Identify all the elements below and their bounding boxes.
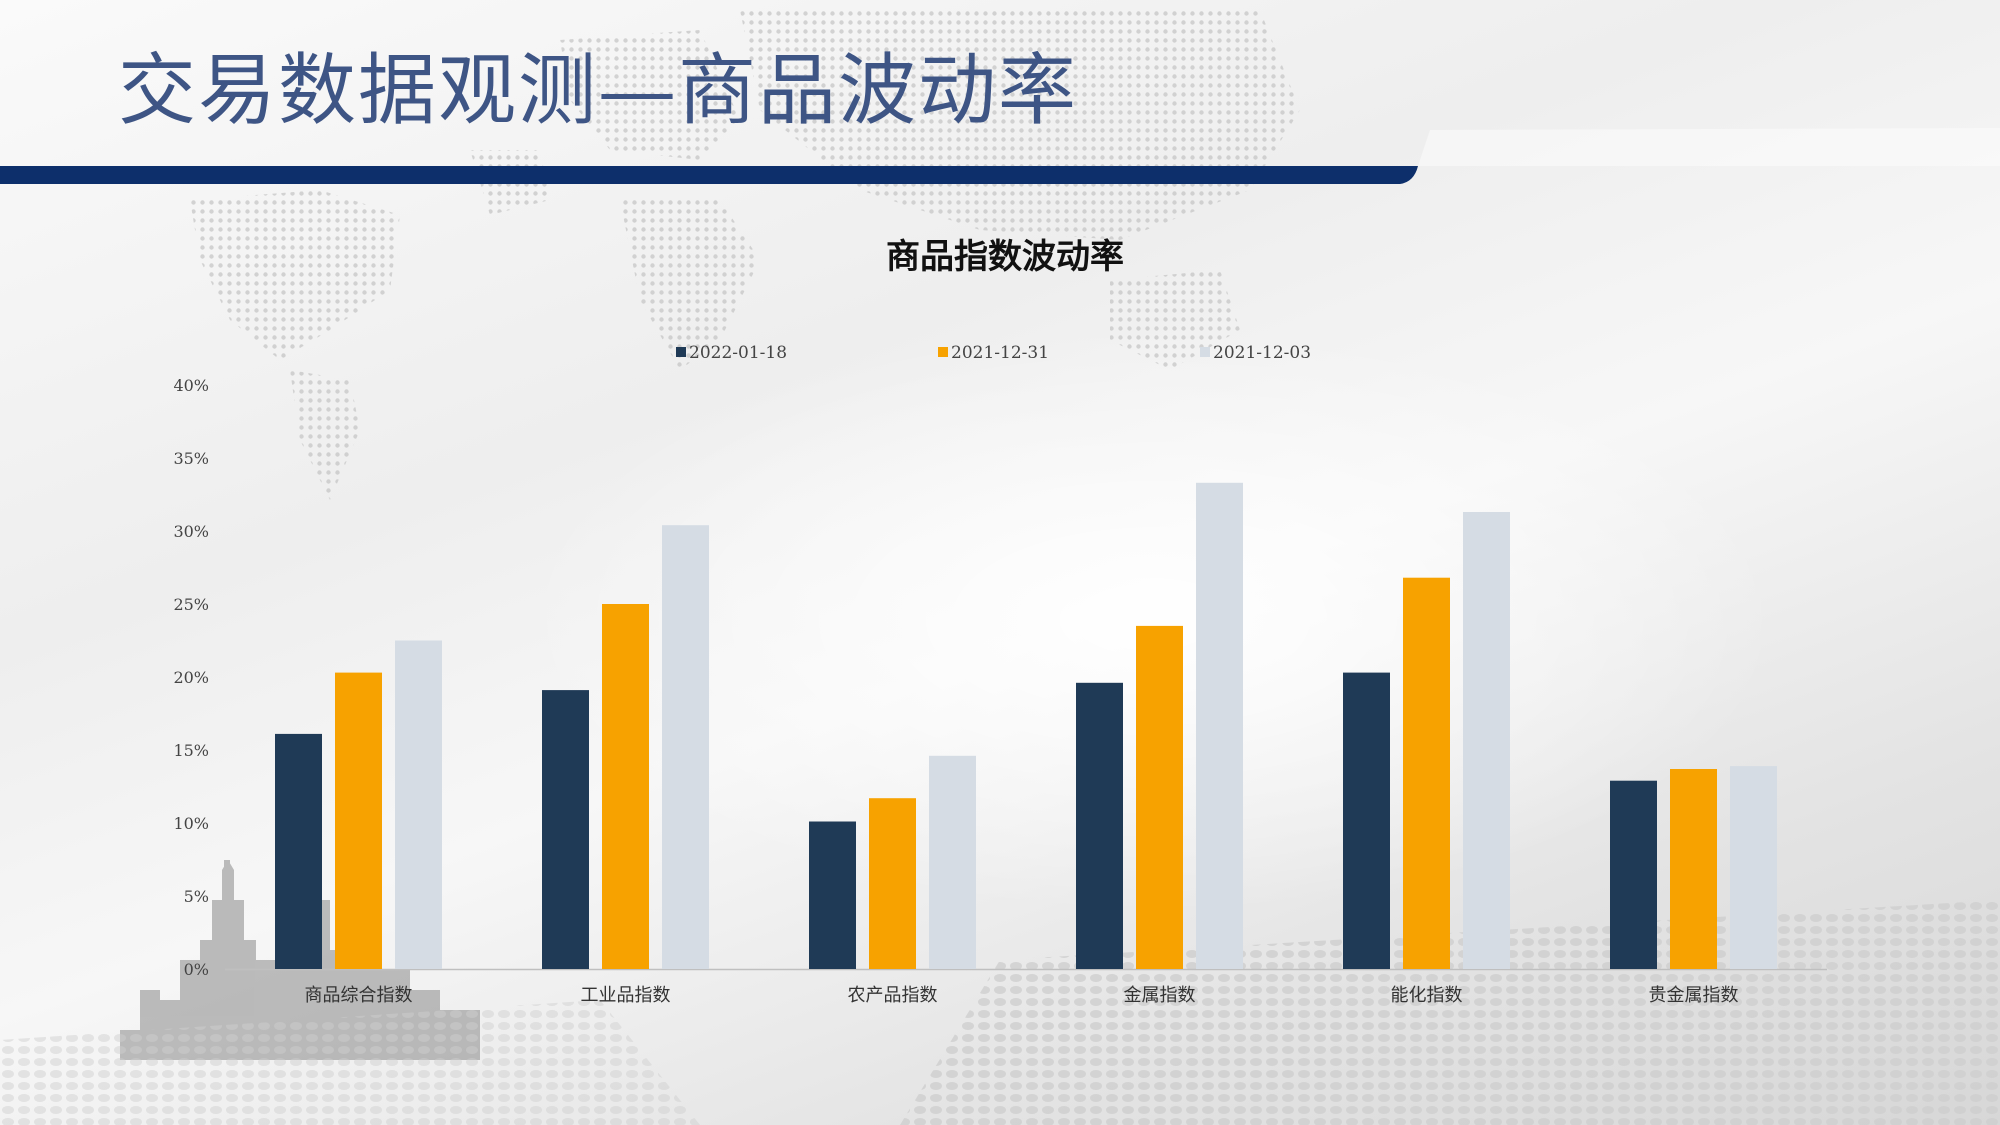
chart-bars [275,482,1777,969]
y-tick-label: 30% [173,522,209,541]
x-axis: 商品综合指数 工业品指数 农产品指数 金属指数 能化指数 贵金属指数 [305,985,1739,1006]
bar-2021-12-31-商品综合指数 [335,672,382,969]
bar-2022-01-18-农产品指数 [809,821,856,969]
y-tick-label: 0% [184,960,209,979]
x-tick-label: 贵金属指数 [1649,985,1739,1006]
legend-label: 2021-12-03 [1213,343,1311,363]
bar-2021-12-03-工业品指数 [662,525,709,969]
bar-2021-12-31-工业品指数 [602,604,649,969]
x-tick-label: 商品综合指数 [305,985,413,1006]
y-tick-label: 40% [173,376,209,395]
bar-2021-12-31-能化指数 [1403,577,1450,969]
bar-2022-01-18-贵金属指数 [1610,780,1657,969]
bar-2022-01-18-商品综合指数 [275,733,322,969]
legend-swatch [676,347,686,357]
bar-2021-12-31-贵金属指数 [1670,769,1717,969]
bar-2021-12-31-农产品指数 [869,798,916,969]
legend-swatch [1200,347,1210,357]
x-tick-label: 农产品指数 [848,985,938,1006]
bar-2022-01-18-能化指数 [1343,672,1390,969]
y-axis: 0% 5% 10% 15% 20% 25% 30% 35% 40% [173,376,209,979]
y-tick-label: 5% [184,887,209,906]
x-tick-label: 能化指数 [1391,985,1463,1006]
bar-2021-12-03-能化指数 [1463,512,1510,969]
bar-2022-01-18-金属指数 [1076,682,1123,969]
y-tick-label: 25% [173,595,209,614]
title-underline-bar [0,128,2000,184]
bar-2021-12-03-金属指数 [1196,482,1243,969]
bar-2021-12-03-贵金属指数 [1730,766,1777,969]
chart-title: 商品指数波动率 [886,237,1124,277]
y-tick-label: 35% [173,449,209,468]
y-tick-label: 10% [173,814,209,833]
y-tick-label: 20% [173,668,209,687]
bar-2021-12-03-农产品指数 [929,755,976,969]
x-tick-label: 金属指数 [1124,985,1196,1006]
x-tick-label: 工业品指数 [581,985,671,1006]
legend-label: 2022-01-18 [689,343,787,363]
legend-swatch [938,347,948,357]
page-title: 交易数据观测—商品波动率 [118,46,1079,136]
bar-2021-12-31-金属指数 [1136,625,1183,969]
bar-2021-12-03-商品综合指数 [395,640,442,969]
chart-legend: 2022-01-18 2021-12-31 2021-12-03 [676,343,1311,363]
bar-2022-01-18-工业品指数 [542,690,589,969]
y-tick-label: 15% [173,741,209,760]
legend-label: 2021-12-31 [951,343,1049,363]
